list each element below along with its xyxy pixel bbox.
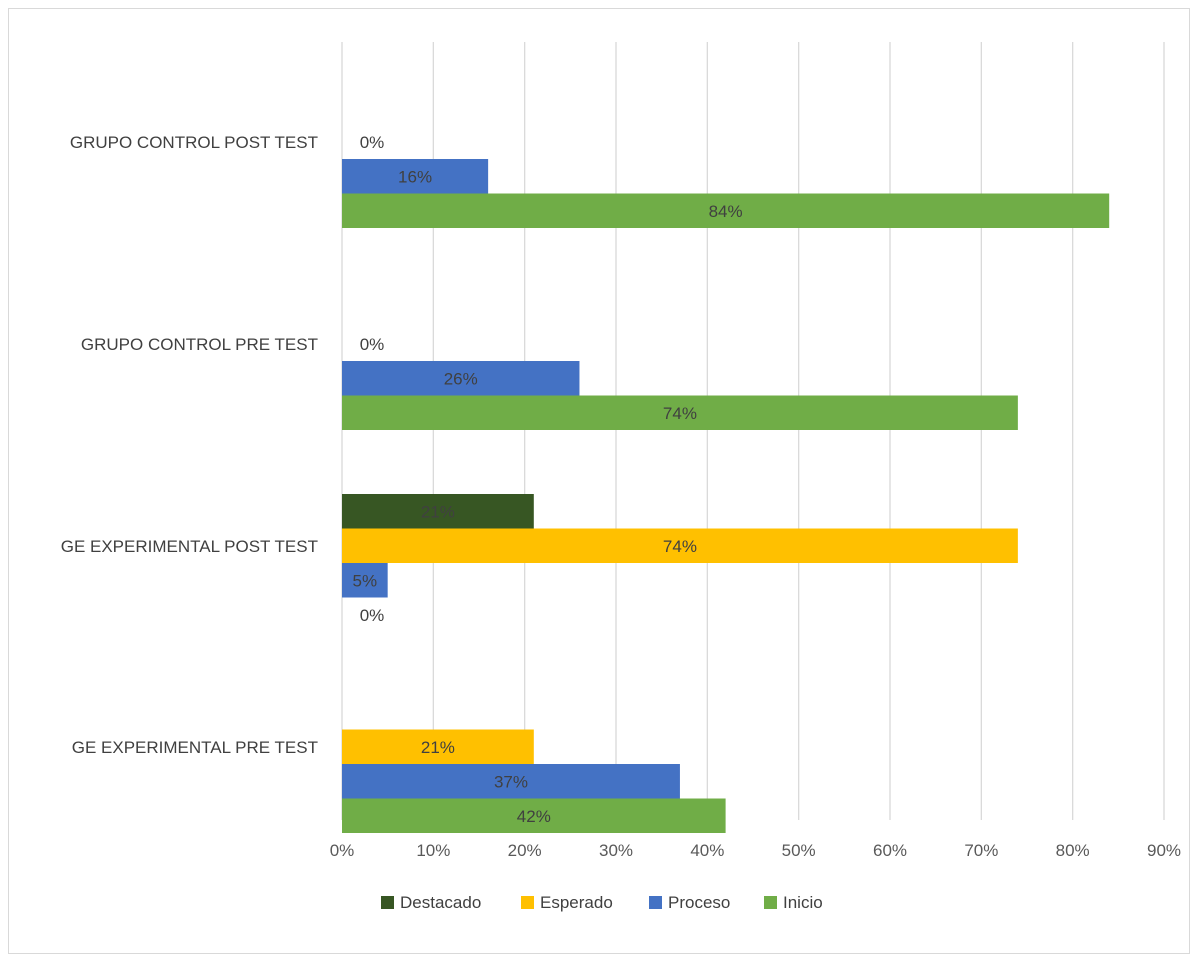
bar-esperado xyxy=(342,528,1018,563)
x-tick-label: 40% xyxy=(690,841,724,860)
data-label: 0% xyxy=(360,335,385,354)
legend-swatch-destacado xyxy=(381,896,394,909)
x-tick-label: 20% xyxy=(508,841,542,860)
bar-inicio xyxy=(342,798,726,833)
data-label: 5% xyxy=(353,571,378,590)
bars xyxy=(342,159,1110,833)
data-label: 16% xyxy=(398,167,432,186)
grid-lines xyxy=(341,42,1165,820)
data-label: 74% xyxy=(663,537,697,556)
legend-swatch-proceso xyxy=(649,896,662,909)
data-label: 21% xyxy=(421,502,455,521)
data-label: 74% xyxy=(663,404,697,423)
bar-proceso xyxy=(342,361,580,396)
data-label: 0% xyxy=(360,133,385,152)
x-axis-tick-labels: 0% 10% 20% 30% 40% 50% 60% 70% 80% 90% xyxy=(330,841,1181,860)
data-label: 42% xyxy=(517,807,551,826)
legend-label-destacado: Destacado xyxy=(400,893,481,912)
category-label: GRUPO CONTROL PRE TEST xyxy=(81,335,318,354)
bar-proceso xyxy=(342,764,680,799)
category-label: GE EXPERIMENTAL POST TEST xyxy=(61,537,318,556)
x-tick-label: 10% xyxy=(416,841,450,860)
bar-esperado xyxy=(342,729,534,764)
legend-label-proceso: Proceso xyxy=(668,893,730,912)
x-tick-label: 80% xyxy=(1056,841,1090,860)
x-tick-label: 0% xyxy=(330,841,355,860)
legend-label-inicio: Inicio xyxy=(783,893,823,912)
bar-inicio xyxy=(342,193,1110,228)
data-label: 21% xyxy=(421,738,455,757)
x-tick-label: 30% xyxy=(599,841,633,860)
bar-proceso xyxy=(342,563,388,598)
bar-proceso xyxy=(342,159,489,194)
category-label: GRUPO CONTROL POST TEST xyxy=(70,133,318,152)
x-tick-label: 50% xyxy=(782,841,816,860)
legend-swatch-esperado xyxy=(521,896,534,909)
x-tick-label: 70% xyxy=(964,841,998,860)
data-label: 37% xyxy=(494,772,528,791)
x-tick-label: 60% xyxy=(873,841,907,860)
data-label: 84% xyxy=(709,202,743,221)
legend-swatch-inicio xyxy=(764,896,777,909)
legend: Destacado Esperado Proceso Inicio xyxy=(381,893,823,912)
category-labels: GE EXPERIMENTAL PRE TEST GE EXPERIMENTAL… xyxy=(61,133,318,757)
x-tick-label: 90% xyxy=(1147,841,1181,860)
data-label: 0% xyxy=(360,606,385,625)
data-labels: 21% 21% 74% 37% 5% 26% 16% 42% 0% 74% 84% 0% 0% xyxy=(353,133,743,826)
data-label: 26% xyxy=(444,369,478,388)
bar-destacado xyxy=(342,494,534,529)
category-label: GE EXPERIMENTAL PRE TEST xyxy=(72,738,318,757)
bar-inicio xyxy=(342,395,1018,430)
legend-label-esperado: Esperado xyxy=(540,893,613,912)
